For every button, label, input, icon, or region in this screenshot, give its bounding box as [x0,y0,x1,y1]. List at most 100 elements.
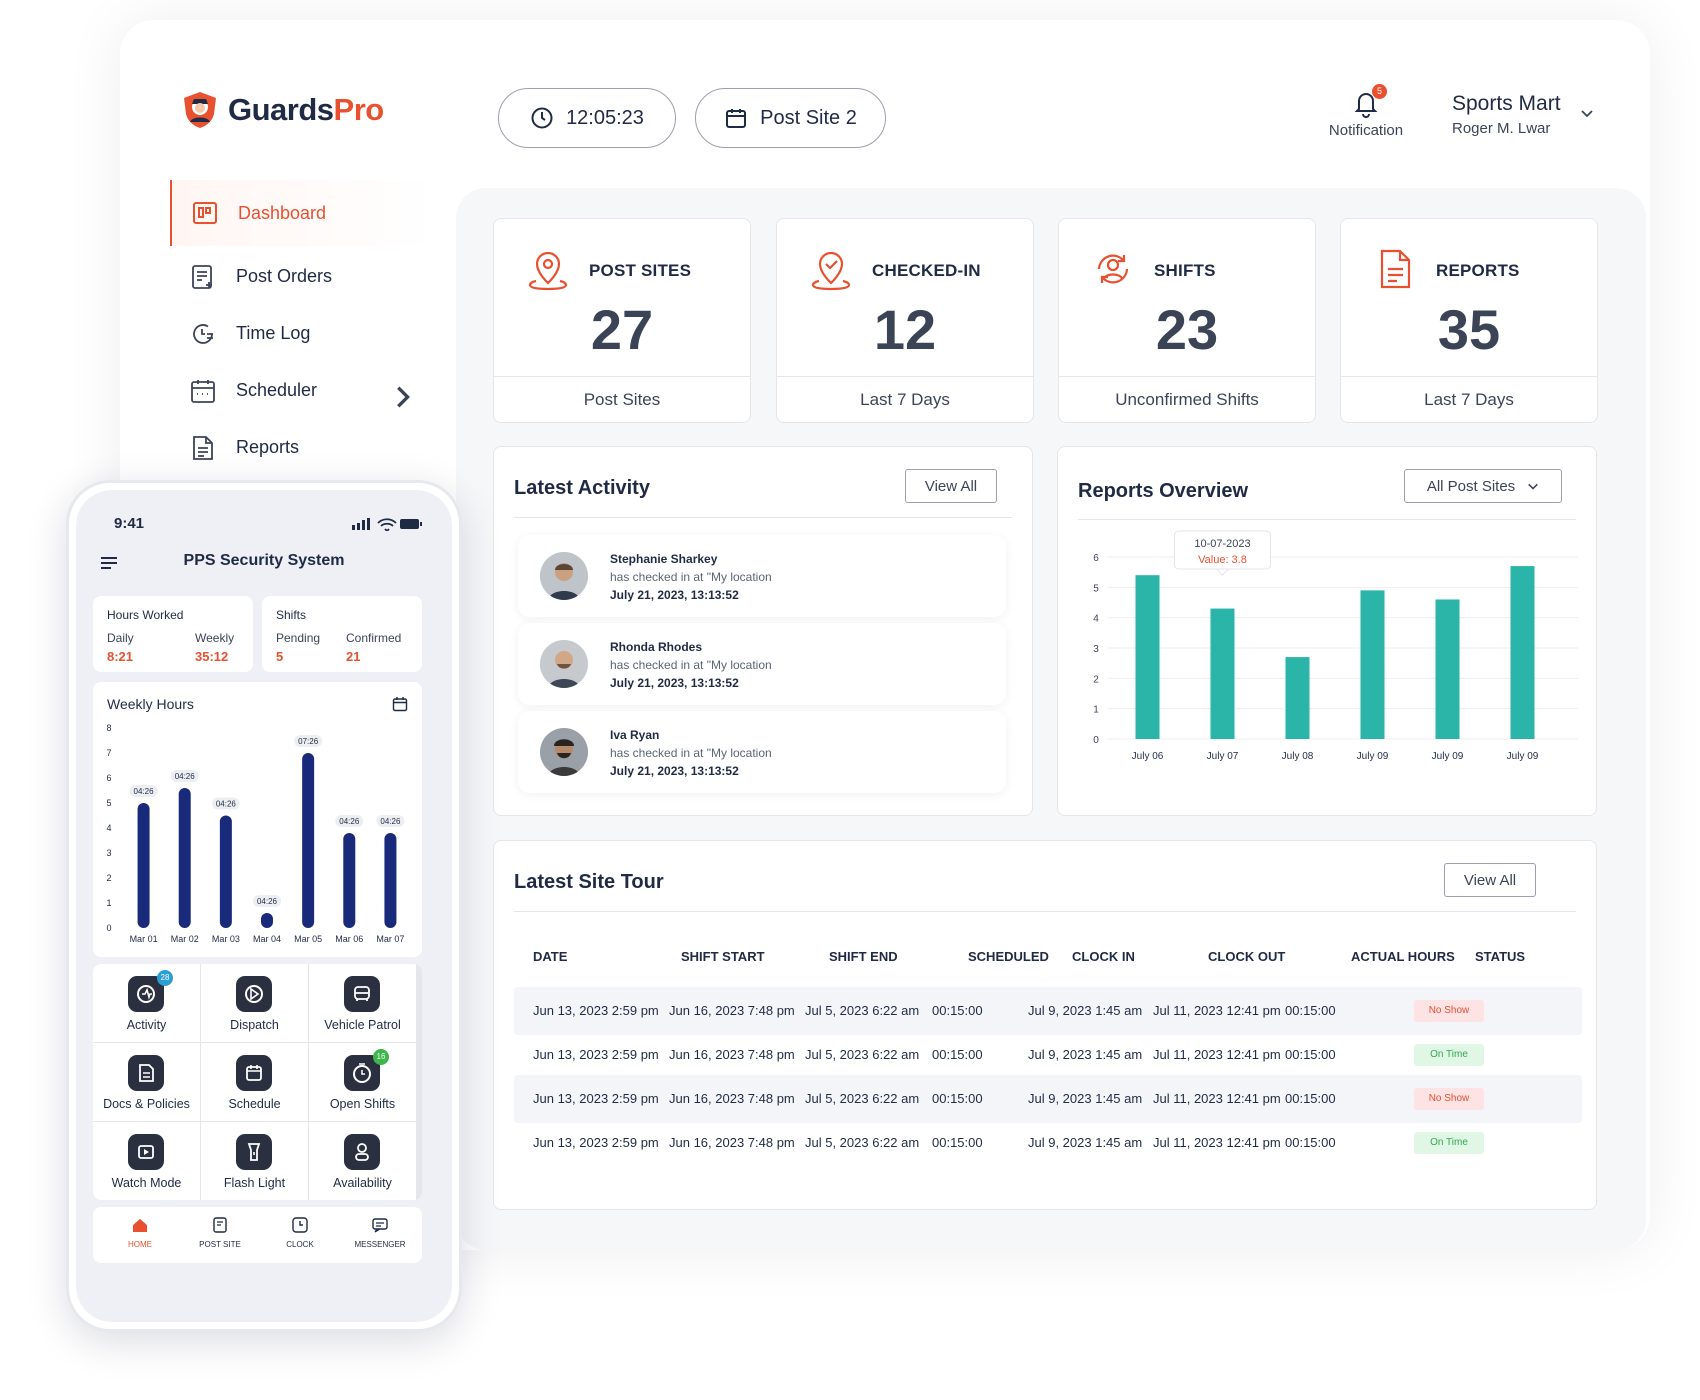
y-tick-label: 3 [106,848,111,858]
bar[interactable] [302,753,315,928]
table-row[interactable]: Jun 13, 2023 2:59 pm Jun 16, 2023 7:48 pm… [514,987,1582,1035]
watch-icon [128,1134,164,1170]
bar[interactable] [219,815,232,929]
app-tile-availability[interactable]: Availability [309,1122,416,1200]
stat-card-post-sites[interactable]: POST SITES 27 Post Sites [493,218,751,423]
post-orders-icon [192,264,212,289]
view-all-activity-button[interactable]: View All [905,469,997,503]
app-tile-watch-mode[interactable]: Watch Mode [93,1122,200,1200]
activity-item[interactable]: Rhonda Rhodes has checked in at "My loca… [518,623,1006,705]
tab-label: CLOCK [286,1240,314,1249]
stat-title: POST SITES [589,261,692,280]
bar[interactable] [1435,599,1460,739]
message-icon [372,1218,388,1233]
app-tile-flash-light[interactable]: Flash Light [201,1122,308,1200]
sidebar-item-reports[interactable]: Reports [170,419,435,476]
table-cell: Jul 9, 2023 1:45 am [1028,1091,1143,1106]
tab-messenger[interactable]: MESSENGER [340,1215,420,1249]
app-tile-activity[interactable]: 28 Activity [93,964,200,1042]
app-tile-dispatch[interactable]: Dispatch [201,964,308,1042]
bar[interactable] [178,788,191,928]
sidebar-item-scheduler[interactable]: Scheduler [170,362,435,419]
tile-label: Schedule [228,1097,281,1111]
table-cell: 00:15:00 [932,1135,983,1150]
table-row[interactable]: Jun 13, 2023 2:59 pm Jun 16, 2023 7:48 pm… [514,1075,1582,1123]
user-sync-icon [1097,254,1129,284]
bar[interactable] [343,833,356,928]
table-cell: 00:15:00 [1285,1091,1336,1106]
table-cell: Jun 16, 2023 7:48 pm [669,1003,795,1018]
brand-name: GuardsPro [228,92,384,127]
brand-logo[interactable]: GuardsPro [180,90,384,130]
stat-card-reports[interactable]: REPORTS 35 Last 7 Days [1340,218,1598,423]
bar[interactable] [261,913,273,928]
bar-label-bg [253,895,281,907]
x-tick-label: July 09 [1357,751,1389,762]
stat-footer: Last 7 Days [860,389,950,409]
stat-value: 12 [873,298,937,361]
calendar-icon [236,1055,272,1091]
tile-label: Flash Light [223,1176,286,1190]
bar[interactable] [137,803,150,928]
hours-worked-card: Hours Worked Daily Weekly 8:21 35:12 [93,596,253,672]
table-cell: Jul 5, 2023 6:22 am [805,1135,920,1150]
table-row[interactable]: Jun 13, 2023 2:59 pm Jun 16, 2023 7:48 pm… [514,1119,1582,1167]
tile-count-badge: 16 [373,1049,389,1065]
bar[interactable] [1210,608,1235,739]
bar[interactable] [1285,657,1310,739]
bar[interactable] [384,833,397,928]
sidebar-item-time-log[interactable]: Time Log [170,305,435,362]
table-cell: Jun 16, 2023 7:48 pm [669,1135,795,1150]
activity-item[interactable]: Iva Ryan has checked in at "My location … [518,711,1006,793]
calendar-icon[interactable] [392,696,408,712]
activity-item[interactable]: Stephanie Sharkey has checked in at "My … [518,535,1006,617]
bar[interactable] [1135,575,1160,739]
app-tile-schedule[interactable]: Schedule [201,1043,308,1121]
y-tick-label: 8 [106,723,111,733]
table-header: DATE SHIFT START SHIFT END SCHEDULED CLO… [514,937,1582,985]
tab-clock[interactable]: CLOCK [260,1215,340,1249]
stat-card-checked-in[interactable]: CHECKED-IN 12 Last 7 Days [776,218,1034,423]
y-tick-label: 6 [1093,553,1099,564]
x-tick-label: Mar 03 [212,934,240,944]
account-menu[interactable]: Sports Mart Roger M. Lwar [1452,92,1561,137]
table-cell: 00:15:00 [1285,1003,1336,1018]
stat-title: REPORTS [1436,261,1520,280]
hamburger-menu-icon[interactable] [100,556,118,570]
tile-label: Watch Mode [111,1176,182,1190]
clock-pill[interactable]: 12:05:23 [498,88,676,148]
tile-label: Docs & Policies [103,1097,190,1111]
bar-value-label: 04:26 [134,787,155,796]
column-header: DATE [533,949,568,964]
app-tile-open-shifts[interactable]: 16 Open Shifts [309,1043,416,1121]
clock-time: 12:05:23 [566,106,644,129]
y-tick-label: 2 [106,873,111,883]
reports-overview-card: Reports Overview All Post Sites 0 1 2 3 4 5 6 J… [1057,446,1597,816]
tab-label: MESSENGER [354,1240,406,1249]
sidebar-item-label: Dashboard [238,202,327,223]
stat-card-shifts[interactable]: SHIFTS 23 Unconfirmed Shifts [1058,218,1316,423]
status-badge: No Show [1414,1000,1484,1022]
activity-user-name: Iva Ryan [610,728,660,742]
table-cell: Jul 11, 2023 12:41 pm [1153,1047,1281,1062]
bar-value-label: 07:26 [298,737,319,746]
post-site-selector[interactable]: Post Site 2 [695,88,886,148]
sidebar-item-post-orders[interactable]: Post Orders [170,248,435,305]
sidebar-item-dashboard[interactable]: Dashboard [170,180,435,246]
y-tick-label: 5 [106,798,111,808]
tab-post-site[interactable]: POST SITE [180,1215,260,1249]
sidebar-item-label: Scheduler [236,380,318,400]
bar[interactable] [1360,590,1385,739]
chevron-down-icon[interactable] [1580,106,1594,120]
notification-button[interactable]: 5 Notification [1316,84,1416,139]
table-row[interactable]: Jun 13, 2023 2:59 pm Jun 16, 2023 7:48 pm… [514,1031,1582,1079]
app-tile-vehicle-patrol[interactable]: Vehicle Patrol [309,964,416,1042]
stat-value: 35 [1437,298,1501,361]
post-site-filter-dropdown[interactable]: All Post Sites [1404,469,1562,503]
view-all-site-tour-button[interactable]: View All [1444,863,1536,897]
x-tick-label: Mar 07 [376,934,404,944]
app-tile-docs-policies[interactable]: Docs & Policies [93,1043,200,1121]
bar[interactable] [1510,566,1535,739]
tab-home[interactable]: HOME [100,1215,180,1249]
stat-value: 27 [590,298,654,361]
